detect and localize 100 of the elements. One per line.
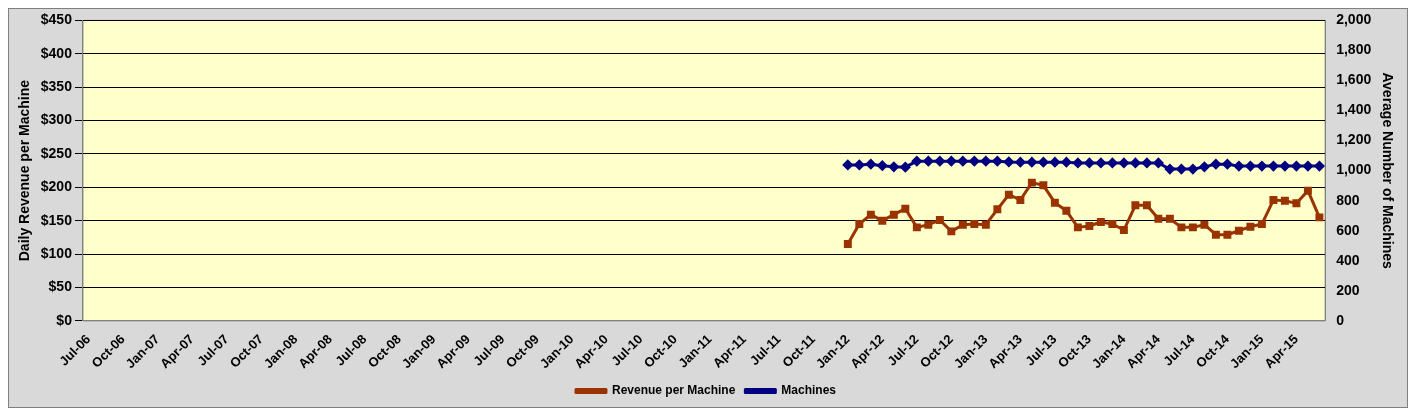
y2-axis-title: Average Number of Machines <box>1379 72 1396 269</box>
point <box>1302 161 1313 172</box>
point <box>993 205 1002 214</box>
point <box>1108 220 1117 229</box>
point <box>1314 161 1325 172</box>
point <box>1072 157 1083 168</box>
point <box>1107 157 1118 168</box>
point <box>1153 157 1164 168</box>
point <box>1234 226 1243 235</box>
point <box>1315 213 1324 222</box>
y-axis-title: Daily Revenue per Machine <box>16 79 33 262</box>
point <box>970 220 979 229</box>
point <box>901 204 910 213</box>
point <box>923 156 934 167</box>
point <box>1303 186 1312 195</box>
point <box>1085 222 1094 231</box>
point <box>1245 161 1256 172</box>
point <box>843 240 852 249</box>
point <box>1142 201 1151 210</box>
point <box>946 156 957 167</box>
point <box>1222 159 1233 170</box>
point <box>1233 161 1244 172</box>
point <box>1279 161 1290 172</box>
point <box>981 220 990 229</box>
point <box>1268 161 1279 172</box>
point <box>1210 159 1221 170</box>
point <box>1084 157 1095 168</box>
point <box>1027 178 1036 187</box>
point <box>935 216 944 224</box>
y-tick-label: $350 <box>40 78 73 95</box>
y-tick-label: $150 <box>40 211 73 228</box>
legend-label: Revenue per Machine <box>611 383 736 398</box>
point <box>1119 226 1128 235</box>
point <box>1257 220 1266 229</box>
y2-tick-label: 400 <box>1336 251 1360 268</box>
point <box>900 162 911 173</box>
y2-tick-label: 1,000 <box>1336 161 1372 178</box>
point <box>877 160 888 171</box>
y-tick-label: $450 <box>40 11 73 28</box>
point <box>1095 157 1106 168</box>
point <box>1026 157 1037 168</box>
point <box>842 159 853 170</box>
point <box>1280 196 1289 205</box>
point <box>1211 230 1220 239</box>
point <box>1187 164 1198 175</box>
point <box>947 227 956 236</box>
point <box>1039 181 1048 190</box>
y2-tick-label: 800 <box>1336 191 1360 208</box>
point <box>1050 198 1059 207</box>
point <box>1061 157 1072 168</box>
point <box>1177 223 1186 232</box>
y-tick-label: $0 <box>56 311 73 328</box>
y-tick-label: $250 <box>40 144 73 161</box>
point <box>1256 161 1267 172</box>
y2-tick-label: 1,400 <box>1336 101 1372 118</box>
point <box>980 156 991 167</box>
y2-tick-label: 200 <box>1336 281 1360 298</box>
y2-tick-label: 1,600 <box>1336 71 1372 88</box>
legend-label: Machines <box>781 383 837 398</box>
point <box>1015 157 1026 168</box>
point <box>1164 164 1175 175</box>
point <box>1096 218 1105 227</box>
point <box>1200 220 1209 229</box>
point <box>1141 157 1152 168</box>
point <box>854 159 865 170</box>
point <box>865 159 876 170</box>
point <box>1199 161 1210 172</box>
point <box>1038 157 1049 168</box>
point <box>1016 196 1025 204</box>
point <box>1118 157 1129 168</box>
point <box>911 156 922 167</box>
point <box>969 156 980 167</box>
point <box>1291 161 1302 172</box>
point <box>1246 222 1255 231</box>
point <box>1223 230 1232 239</box>
point <box>1073 223 1082 232</box>
point <box>888 161 899 172</box>
y-tick-label: $300 <box>40 111 73 128</box>
point <box>1188 223 1197 232</box>
point <box>1292 199 1301 208</box>
point <box>924 220 933 229</box>
point <box>958 220 967 229</box>
point <box>1003 156 1014 167</box>
y2-tick-label: 2,000 <box>1336 11 1372 28</box>
y-tick-label: $200 <box>40 178 73 195</box>
point <box>992 156 1003 167</box>
y-tick-label: $100 <box>40 244 73 261</box>
point <box>1269 196 1278 204</box>
point <box>957 156 968 167</box>
point <box>878 216 887 225</box>
point <box>912 223 921 232</box>
point <box>1131 201 1140 210</box>
point <box>1176 164 1187 175</box>
point <box>1154 214 1163 223</box>
y2-tick-label: 0 <box>1336 311 1345 328</box>
point <box>934 156 945 167</box>
y2-tick-label: 600 <box>1336 221 1360 238</box>
point <box>1062 206 1071 215</box>
y2-tick-label: 1,200 <box>1336 131 1372 148</box>
point <box>1004 190 1013 199</box>
